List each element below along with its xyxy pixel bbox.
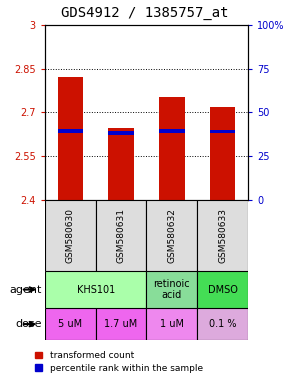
Bar xyxy=(146,200,197,271)
Text: GSM580633: GSM580633 xyxy=(218,208,227,263)
Text: GSM580631: GSM580631 xyxy=(117,208,126,263)
Bar xyxy=(210,130,235,133)
Text: retinoic
acid: retinoic acid xyxy=(153,279,190,300)
Bar xyxy=(146,271,197,308)
Bar xyxy=(108,131,134,135)
Text: GSM580632: GSM580632 xyxy=(167,208,176,263)
Bar xyxy=(58,129,83,133)
Text: 1.7 uM: 1.7 uM xyxy=(104,319,138,329)
Legend: transformed count, percentile rank within the sample: transformed count, percentile rank withi… xyxy=(32,348,205,376)
Text: KHS101: KHS101 xyxy=(77,285,115,295)
Text: 1 uM: 1 uM xyxy=(160,319,184,329)
Bar xyxy=(159,129,184,133)
Text: agent: agent xyxy=(10,285,42,295)
Bar xyxy=(96,308,146,340)
Bar xyxy=(197,308,248,340)
Text: dose: dose xyxy=(16,319,42,329)
Bar xyxy=(45,271,146,308)
Text: 0.1 %: 0.1 % xyxy=(209,319,236,329)
Bar xyxy=(58,77,83,200)
Bar xyxy=(210,107,235,200)
Bar xyxy=(197,271,248,308)
Text: DMSO: DMSO xyxy=(208,285,238,295)
Bar xyxy=(45,200,96,271)
Bar xyxy=(146,308,197,340)
Text: GDS4912 / 1385757_at: GDS4912 / 1385757_at xyxy=(61,7,229,20)
Text: 5 uM: 5 uM xyxy=(58,319,82,329)
Bar xyxy=(45,308,96,340)
Bar xyxy=(108,128,134,200)
Text: GSM580630: GSM580630 xyxy=(66,208,75,263)
Bar xyxy=(159,97,184,200)
Bar xyxy=(197,200,248,271)
Bar xyxy=(96,200,146,271)
